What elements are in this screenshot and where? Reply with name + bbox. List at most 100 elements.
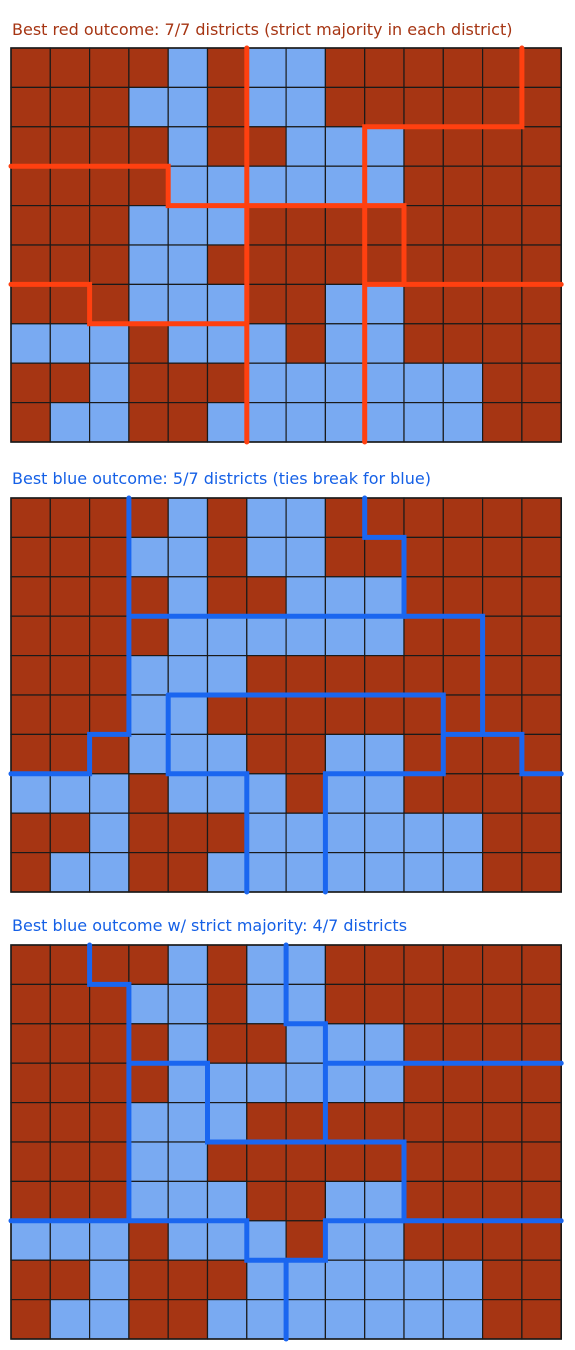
red-voter-cell — [10, 536, 51, 578]
red-voter-cell — [442, 944, 484, 986]
red-voter-cell — [521, 283, 562, 325]
red-voter-cell — [285, 655, 327, 696]
red-voter-cell — [521, 1220, 562, 1261]
grid-frame — [10, 47, 563, 443]
red-voter-cell — [128, 323, 169, 364]
red-voter-cell — [521, 205, 562, 246]
blue-voter-cell — [285, 576, 327, 617]
red-voter-cell — [403, 1220, 444, 1261]
red-voter-cell — [49, 615, 91, 657]
red-voter-cell — [246, 1023, 287, 1064]
blue-voter-cell — [167, 497, 209, 539]
red-voter-cell — [324, 694, 366, 736]
red-voter-cell — [49, 1023, 91, 1064]
blue-voter-cell — [324, 1023, 366, 1064]
blue-voter-cell — [206, 1180, 248, 1222]
blue-voter-cell — [285, 497, 327, 539]
red-voter-cell — [521, 1299, 562, 1340]
blue-voter-cell — [324, 1180, 366, 1222]
district-map-blue-strict — [8, 942, 564, 1342]
blue-voter-cell — [167, 576, 209, 617]
red-voter-cell — [10, 655, 51, 696]
red-voter-cell — [10, 362, 51, 404]
red-voter-cell — [88, 283, 130, 325]
red-voter-cell — [128, 1299, 169, 1340]
red-voter-cell — [206, 86, 248, 128]
red-voter-cell — [246, 1102, 287, 1143]
red-voter-cell — [403, 1180, 444, 1222]
red-voter-cell — [10, 205, 51, 246]
red-voter-cell — [442, 983, 484, 1025]
blue-voter-cell — [128, 1180, 169, 1222]
blue-voter-cell — [364, 852, 405, 893]
red-voter-cell — [88, 126, 130, 167]
red-voter-cell — [246, 283, 287, 325]
red-voter-cell — [246, 694, 287, 736]
blue-voter-cell — [128, 86, 169, 128]
red-voter-cell — [403, 283, 444, 325]
red-voter-cell — [10, 1299, 51, 1340]
red-voter-cell — [285, 733, 327, 775]
red-voter-cell — [285, 205, 327, 246]
blue-voter-cell — [324, 773, 366, 814]
red-voter-cell — [49, 812, 91, 854]
blue-voter-cell — [364, 576, 405, 617]
panel-title-red-best: Best red outcome: 7/7 districts (strict … — [12, 20, 513, 39]
red-voter-cell — [285, 323, 327, 364]
blue-voter-cell — [324, 1220, 366, 1261]
red-voter-cell — [128, 497, 169, 539]
red-voter-cell — [10, 852, 51, 893]
red-voter-cell — [206, 47, 248, 89]
red-voter-cell — [482, 983, 523, 1025]
red-voter-cell — [49, 983, 91, 1025]
blue-voter-cell — [128, 983, 169, 1025]
blue-voter-cell — [442, 812, 484, 854]
red-voter-cell — [88, 47, 130, 89]
red-voter-cell — [482, 205, 523, 246]
red-voter-cell — [482, 576, 523, 617]
red-voter-cell — [521, 1180, 562, 1222]
red-voter-cell — [403, 86, 444, 128]
red-voter-cell — [324, 205, 366, 246]
red-voter-cell — [88, 655, 130, 696]
red-voter-cell — [521, 944, 562, 986]
red-voter-cell — [442, 244, 484, 286]
red-voter-cell — [285, 694, 327, 736]
blue-voter-cell — [10, 323, 51, 364]
red-voter-cell — [49, 655, 91, 696]
red-voter-cell — [364, 205, 405, 246]
red-voter-cell — [10, 1102, 51, 1143]
blue-voter-cell — [324, 615, 366, 657]
blue-voter-cell — [128, 694, 169, 736]
red-voter-cell — [285, 244, 327, 286]
red-voter-cell — [206, 1023, 248, 1064]
blue-voter-cell — [324, 283, 366, 325]
blue-voter-cell — [246, 983, 287, 1025]
red-voter-cell — [88, 205, 130, 246]
blue-voter-cell — [49, 773, 91, 814]
blue-voter-cell — [167, 165, 209, 207]
blue-voter-cell — [167, 536, 209, 578]
red-voter-cell — [285, 1102, 327, 1143]
red-voter-cell — [482, 1220, 523, 1261]
blue-voter-cell — [49, 402, 91, 443]
blue-voter-cell — [167, 126, 209, 167]
red-voter-cell — [206, 576, 248, 617]
blue-voter-cell — [49, 1299, 91, 1340]
red-voter-cell — [521, 576, 562, 617]
blue-voter-cell — [285, 47, 327, 89]
red-voter-cell — [10, 86, 51, 128]
red-voter-cell — [128, 47, 169, 89]
red-voter-cell — [206, 694, 248, 736]
red-voter-cell — [521, 86, 562, 128]
blue-voter-cell — [442, 1259, 484, 1301]
red-voter-cell — [521, 362, 562, 404]
red-voter-cell — [364, 536, 405, 578]
blue-voter-cell — [285, 812, 327, 854]
blue-voter-cell — [364, 126, 405, 167]
red-voter-cell — [521, 733, 562, 775]
red-voter-cell — [49, 126, 91, 167]
red-voter-cell — [482, 694, 523, 736]
blue-voter-cell — [88, 812, 130, 854]
red-voter-cell — [403, 1102, 444, 1143]
